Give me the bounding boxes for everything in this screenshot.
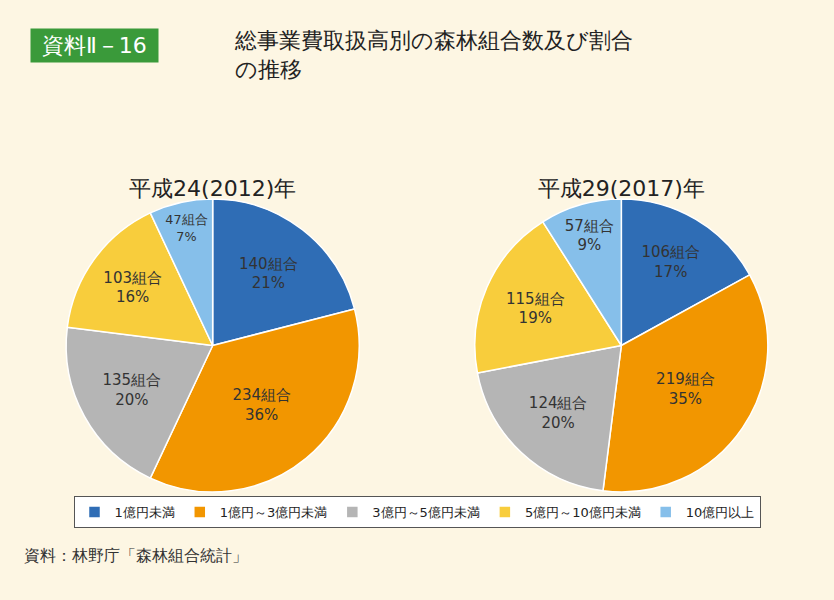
svg-text:234組合36%: 234組合36% [232,386,291,424]
svg-text:平成24(2012)年: 平成24(2012)年 [129,176,296,201]
svg-text:115組合19%: 115組合19% [506,290,565,328]
svg-text:47組合7%: 47組合7% [165,212,207,244]
svg-text:資料：林野庁「森林組合統計」: 資料：林野庁「森林組合統計」 [24,546,248,565]
svg-text:135組合20%: 135組合20% [102,371,161,409]
svg-text:3億円～5億円未満: 3億円～5億円未満 [372,505,480,520]
svg-text:140組合21%: 140組合21% [239,255,298,293]
svg-text:57組合9%: 57組合9% [565,217,614,255]
svg-text:平成29(2017)年: 平成29(2017)年 [538,176,705,201]
svg-text:106組合17%: 106組合17% [641,243,700,281]
svg-text:10億円以上: 10億円以上 [686,505,755,520]
svg-text:5億円～10億円未満: 5億円～10億円未満 [525,505,641,520]
svg-text:124組合20%: 124組合20% [529,394,588,432]
svg-text:219組合35%: 219組合35% [656,370,715,408]
svg-text:総事業費取扱高別の森林組合数及び割合の推移: 総事業費取扱高別の森林組合数及び割合の推移 [234,28,633,82]
svg-text:1億円未満: 1億円未満 [115,505,175,520]
svg-text:103組合16%: 103組合16% [103,269,162,307]
svg-text:1億円～3億円未満: 1億円～3億円未満 [220,505,328,520]
svg-text:資料Ⅱ－16: 資料Ⅱ－16 [35,33,154,58]
